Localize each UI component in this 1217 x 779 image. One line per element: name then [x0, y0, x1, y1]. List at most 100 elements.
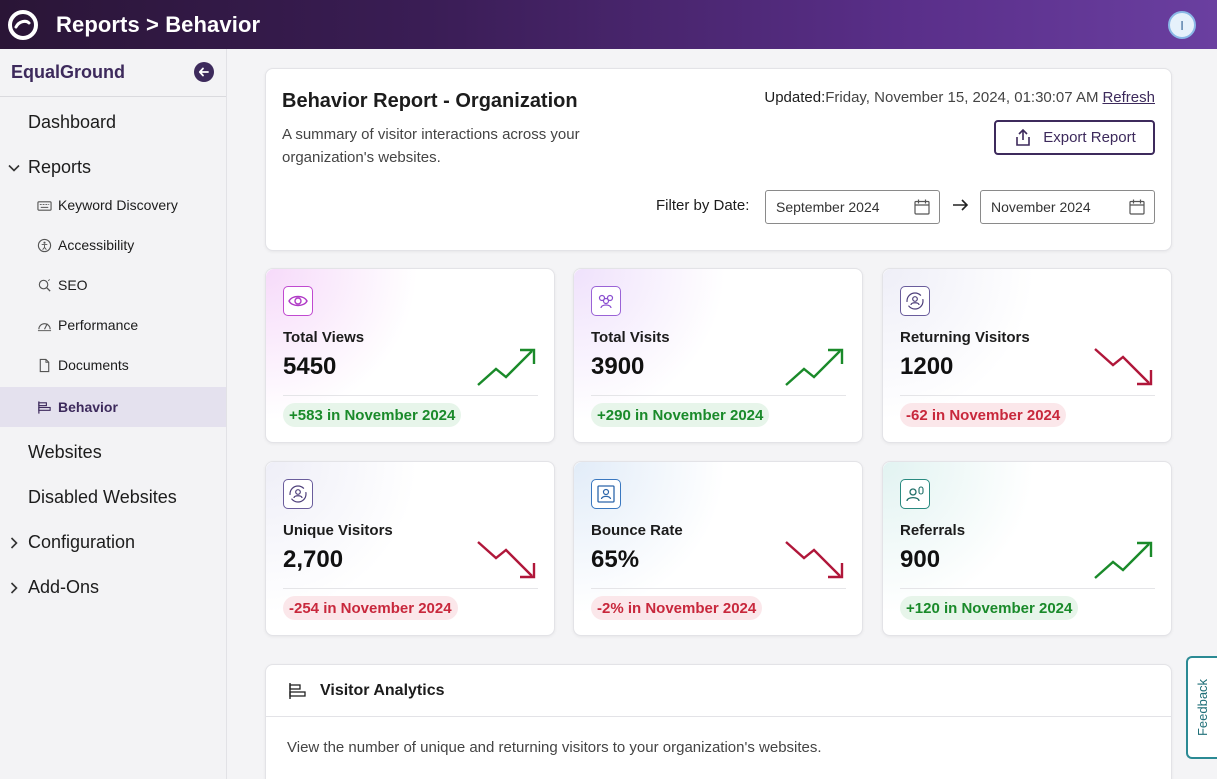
- updated-value: Friday, November 15, 2024, 01:30:07 AM: [825, 89, 1099, 106]
- stat-card-bounce-rate: Bounce Rate 65% -2% in November 2024: [573, 461, 863, 636]
- chevron-down-icon: [6, 160, 22, 176]
- stat-delta-badge: -2% in November 2024: [591, 596, 763, 620]
- sidebar-item-label: Add-Ons: [28, 577, 100, 597]
- stat-value: 2,700: [283, 546, 344, 573]
- stat-label: Bounce Rate: [591, 522, 683, 539]
- date-from-value: September 2024: [776, 199, 880, 215]
- date-to-value: November 2024: [991, 199, 1091, 215]
- arrow-right-icon: [953, 199, 969, 211]
- eye-icon: [283, 286, 313, 316]
- filter-by-date-label: Filter by Date:: [656, 197, 750, 214]
- org-name: EqualGround: [11, 62, 125, 82]
- sidebar-item-dashboard[interactable]: Dashboard: [28, 112, 117, 132]
- trend-down-icon: [785, 541, 844, 579]
- sidebar-item-documents[interactable]: Documents: [0, 345, 226, 385]
- unique-user-icon: [283, 479, 313, 509]
- stat-delta-badge: +583 in November 2024: [283, 403, 462, 427]
- gauge-icon: [36, 317, 52, 333]
- sidebar-item-disabled-websites[interactable]: Disabled Websites: [28, 487, 177, 507]
- stat-card-returning-visitors: Returning Visitors 1200 -62 in November …: [882, 268, 1172, 443]
- export-report-button[interactable]: Export Report: [994, 120, 1155, 155]
- page-title: Reports > Behavior: [56, 11, 261, 37]
- visitor-analytics-card: Visitor Analytics View the number of uni…: [265, 664, 1172, 779]
- sidebar-item-label: Accessibility: [58, 237, 135, 253]
- user-frame-icon: [591, 479, 621, 509]
- stat-delta-badge: +290 in November 2024: [591, 403, 770, 427]
- export-icon: [1013, 128, 1033, 148]
- sidebar-item-websites[interactable]: Websites: [28, 442, 102, 462]
- stat-card-total-views: Total Views 5450 +583 in November 2024: [265, 268, 555, 443]
- stat-delta-badge: +120 in November 2024: [900, 596, 1079, 620]
- sidebar-item-label: Keyword Discovery: [58, 197, 178, 213]
- calendar-icon[interactable]: [1128, 198, 1146, 216]
- chevron-right-icon: [6, 580, 22, 596]
- report-description: A summary of visitor interactions across…: [282, 126, 580, 166]
- stat-label: Unique Visitors: [283, 522, 393, 539]
- feedback-label: Feedback: [1195, 678, 1210, 737]
- trend-down-icon: [477, 541, 536, 579]
- org-switcher: EqualGround: [0, 49, 226, 97]
- date-to-field[interactable]: November 2024: [980, 190, 1155, 224]
- seo-search-icon: [36, 277, 52, 293]
- stat-card-referrals: Referrals 900 +120 in November 2024: [882, 461, 1172, 636]
- top-bar: Reports > Behavior I: [0, 0, 1217, 49]
- sidebar-item-label: Configuration: [28, 532, 136, 552]
- visitor-analytics-title: Visitor Analytics: [320, 681, 445, 699]
- trend-up-icon: [785, 348, 844, 386]
- sidebar-item-addons[interactable]: Add-Ons: [6, 577, 99, 598]
- behavior-chart-icon: [36, 399, 52, 415]
- stat-value: 900: [900, 546, 941, 573]
- returning-user-icon: [900, 286, 930, 316]
- keyboard-icon: [36, 197, 52, 213]
- accessibility-icon: [36, 237, 52, 253]
- stat-label: Referrals: [900, 522, 966, 539]
- referral-icon: [900, 479, 930, 509]
- sidebar-item-performance[interactable]: Performance: [0, 305, 226, 345]
- report-title: Behavior Report - Organization: [282, 90, 578, 112]
- trend-up-icon: [1094, 541, 1153, 579]
- sidebar-item-behavior[interactable]: Behavior: [0, 387, 226, 427]
- refresh-link[interactable]: Refresh: [1102, 89, 1155, 106]
- users-icon: [591, 286, 621, 316]
- document-icon: [36, 357, 52, 373]
- app-logo-icon[interactable]: [6, 8, 40, 42]
- bar-chart-icon: [288, 681, 308, 701]
- stat-value: 65%: [591, 546, 640, 573]
- sidebar-item-accessibility[interactable]: Accessibility: [0, 225, 226, 265]
- report-header-card: Behavior Report - Organization A summary…: [265, 68, 1172, 251]
- updated-timestamp: Updated:Friday, November 15, 2024, 01:30…: [764, 89, 1155, 106]
- sidebar-item-configuration[interactable]: Configuration: [6, 532, 135, 553]
- stat-delta-badge: -62 in November 2024: [900, 403, 1067, 427]
- collapse-sidebar-button[interactable]: [194, 62, 214, 82]
- sidebar-item-seo[interactable]: SEO: [0, 265, 226, 305]
- arrow-left-icon: [198, 67, 209, 77]
- trend-up-icon: [477, 348, 536, 386]
- calendar-icon[interactable]: [913, 198, 931, 216]
- sidebar-item-label: Performance: [58, 317, 139, 333]
- visitor-analytics-header: Visitor Analytics: [266, 665, 1171, 717]
- stat-label: Returning Visitors: [900, 329, 1030, 346]
- stat-value: 3900: [591, 353, 645, 380]
- stat-delta-badge: -254 in November 2024: [283, 596, 458, 620]
- sidebar-item-label: Behavior: [58, 399, 118, 415]
- user-avatar[interactable]: I: [1168, 11, 1196, 39]
- date-from-field[interactable]: September 2024: [765, 190, 940, 224]
- visitor-analytics-description: View the number of unique and returning …: [287, 739, 822, 756]
- sidebar-item-reports[interactable]: Reports: [6, 157, 91, 178]
- sidebar-item-label: Reports: [28, 157, 92, 177]
- updated-label: Updated:: [764, 89, 826, 106]
- stat-value: 1200: [900, 353, 954, 380]
- sidebar-item-label: SEO: [58, 277, 88, 293]
- sidebar-item-label: Documents: [58, 357, 129, 373]
- stat-card-total-visits: Total Visits 3900 +290 in November 2024: [573, 268, 863, 443]
- trend-down-icon: [1094, 348, 1153, 386]
- stat-label: Total Views: [283, 329, 365, 346]
- export-button-label: Export Report: [1043, 129, 1136, 146]
- chevron-right-icon: [6, 535, 22, 551]
- sidebar: EqualGround Dashboard Reports Keyword Di…: [0, 49, 227, 779]
- stat-label: Total Visits: [591, 329, 670, 346]
- sidebar-item-keyword-discovery[interactable]: Keyword Discovery: [0, 185, 226, 225]
- stat-card-unique-visitors: Unique Visitors 2,700 -254 in November 2…: [265, 461, 555, 636]
- feedback-tab[interactable]: Feedback: [1186, 656, 1217, 759]
- stat-value: 5450: [283, 353, 337, 380]
